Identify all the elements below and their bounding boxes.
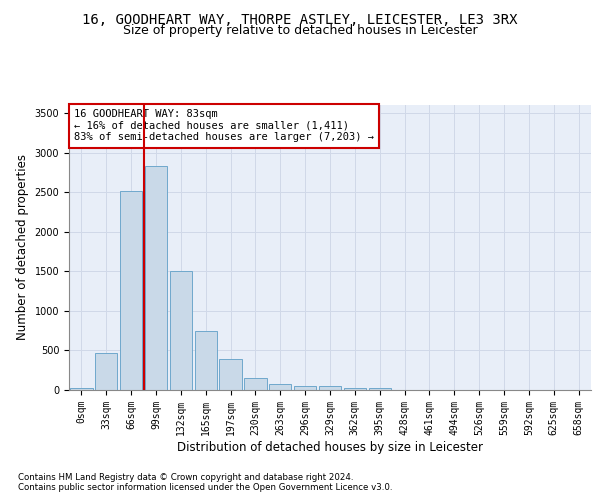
- Y-axis label: Number of detached properties: Number of detached properties: [16, 154, 29, 340]
- Bar: [194, 332, 217, 390]
- Bar: [170, 271, 192, 390]
- Text: Size of property relative to detached houses in Leicester: Size of property relative to detached ho…: [122, 24, 478, 37]
- Bar: [319, 386, 341, 390]
- Bar: [269, 384, 292, 390]
- X-axis label: Distribution of detached houses by size in Leicester: Distribution of detached houses by size …: [177, 440, 483, 454]
- Bar: [70, 388, 92, 390]
- Text: Contains HM Land Registry data © Crown copyright and database right 2024.: Contains HM Land Registry data © Crown c…: [18, 472, 353, 482]
- Bar: [294, 386, 316, 390]
- Bar: [95, 353, 118, 390]
- Bar: [220, 359, 242, 390]
- Text: Contains public sector information licensed under the Open Government Licence v3: Contains public sector information licen…: [18, 484, 392, 492]
- Bar: [368, 388, 391, 390]
- Bar: [344, 388, 366, 390]
- Text: 16, GOODHEART WAY, THORPE ASTLEY, LEICESTER, LE3 3RX: 16, GOODHEART WAY, THORPE ASTLEY, LEICES…: [82, 12, 518, 26]
- Bar: [120, 192, 142, 390]
- Text: 16 GOODHEART WAY: 83sqm
← 16% of detached houses are smaller (1,411)
83% of semi: 16 GOODHEART WAY: 83sqm ← 16% of detache…: [74, 110, 374, 142]
- Bar: [145, 166, 167, 390]
- Bar: [244, 378, 266, 390]
